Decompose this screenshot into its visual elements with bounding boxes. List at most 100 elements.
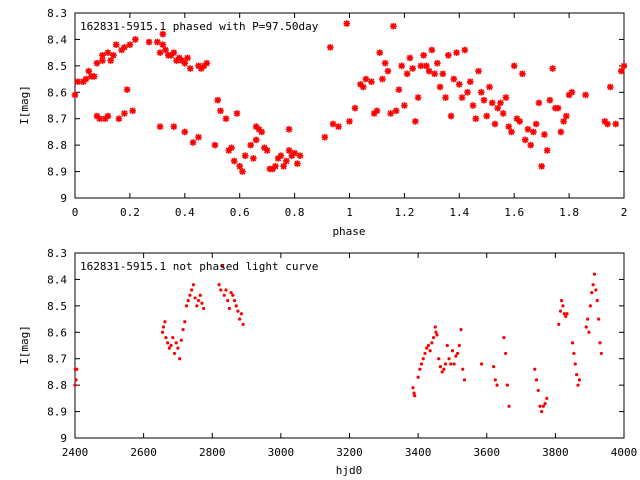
data-point (412, 118, 419, 125)
data-point (437, 357, 441, 361)
x-tick-label: 0 (72, 206, 79, 219)
data-point (280, 162, 287, 170)
data-point (181, 128, 189, 136)
data-point (82, 75, 90, 83)
data-point (434, 59, 441, 67)
x-tick-label: 3000 (268, 446, 295, 459)
data-point (283, 157, 290, 165)
data-point (533, 367, 537, 371)
data-point (217, 107, 224, 115)
data-point (179, 338, 183, 342)
data-point (413, 394, 417, 398)
data-point (428, 46, 436, 54)
y-tick-label: 8.6 (47, 326, 67, 339)
data-point (563, 112, 570, 120)
data-point (238, 317, 242, 321)
y-tick-label: 8.3 (47, 7, 67, 20)
data-point (211, 141, 219, 149)
data-point (222, 293, 226, 297)
data-point (200, 301, 204, 305)
chart-title-phased: 162831-5915.1 phased with P=97.50day (80, 20, 319, 33)
data-point (231, 293, 235, 297)
data-point (222, 115, 230, 123)
data-point (85, 67, 93, 75)
data-point (612, 120, 620, 128)
data-point (558, 309, 563, 313)
x-tick-label: 0.8 (285, 206, 305, 219)
data-point (450, 349, 455, 353)
data-point (554, 104, 562, 112)
data-point (390, 22, 397, 30)
data-point (171, 335, 175, 340)
data-point (543, 402, 547, 406)
data-point (104, 112, 112, 120)
data-point (483, 112, 491, 120)
data-point (617, 67, 625, 75)
data-point (433, 325, 437, 329)
data-point (504, 351, 508, 356)
data-point (516, 118, 523, 125)
data-point (604, 120, 611, 128)
data-point (497, 99, 504, 107)
data-point (562, 312, 566, 316)
data-point (219, 288, 223, 292)
data-point (104, 49, 112, 56)
data-point (247, 141, 254, 149)
data-point (395, 86, 403, 93)
data-point (202, 306, 206, 311)
data-point (560, 118, 567, 125)
data-point (557, 128, 565, 136)
chart-title-unphased: 162831-5915.1 not phased light curve (80, 260, 318, 273)
data-point (159, 30, 167, 38)
data-point (343, 20, 351, 27)
data-point (564, 314, 568, 319)
data-point (121, 44, 128, 51)
data-point (568, 88, 576, 96)
data-point (425, 346, 429, 350)
data-point (236, 309, 240, 313)
data-point (459, 328, 463, 332)
x-tick-label: 2800 (199, 446, 226, 459)
data-point (447, 112, 455, 120)
x-tick-label: 2600 (130, 446, 157, 459)
data-point (164, 335, 168, 340)
data-point (189, 139, 197, 146)
data-point (453, 49, 460, 56)
x-tick-label: 1 (346, 206, 353, 219)
data-point (186, 298, 190, 303)
data-point (507, 404, 511, 408)
y-tick-label: 8.9 (47, 406, 67, 419)
data-point (381, 59, 389, 67)
x-tick-label: 0.2 (120, 206, 140, 219)
data-point (239, 168, 246, 175)
data-point (599, 351, 603, 356)
data-point (466, 78, 474, 86)
data-point (224, 288, 228, 292)
y-tick-label: 8.8 (47, 379, 67, 392)
data-point (423, 351, 427, 356)
data-point (123, 86, 131, 93)
data-point (112, 41, 120, 49)
y-tick-label: 8.5 (47, 300, 67, 313)
data-point (420, 51, 427, 59)
data-point (291, 149, 298, 157)
data-point (296, 152, 304, 160)
data-point (379, 75, 386, 83)
data-point (584, 325, 588, 329)
data-point (588, 304, 592, 308)
x-tick-label: 2 (621, 206, 628, 219)
data-point (591, 283, 595, 287)
data-point (480, 362, 484, 366)
data-point (181, 59, 189, 67)
data-point (285, 147, 293, 154)
data-point (505, 383, 509, 387)
data-point (193, 296, 197, 300)
panel-unphased: 8.3 8.4 8.5 8.6 8.7 8.8 8.9 9 2400 2600 2800 3000 3… (18, 247, 637, 477)
data-point (540, 409, 544, 414)
data-point (577, 378, 581, 382)
data-point (115, 115, 123, 123)
data-point (573, 362, 577, 366)
data-point (592, 272, 597, 276)
data-point (426, 343, 431, 348)
data-point (190, 288, 194, 292)
